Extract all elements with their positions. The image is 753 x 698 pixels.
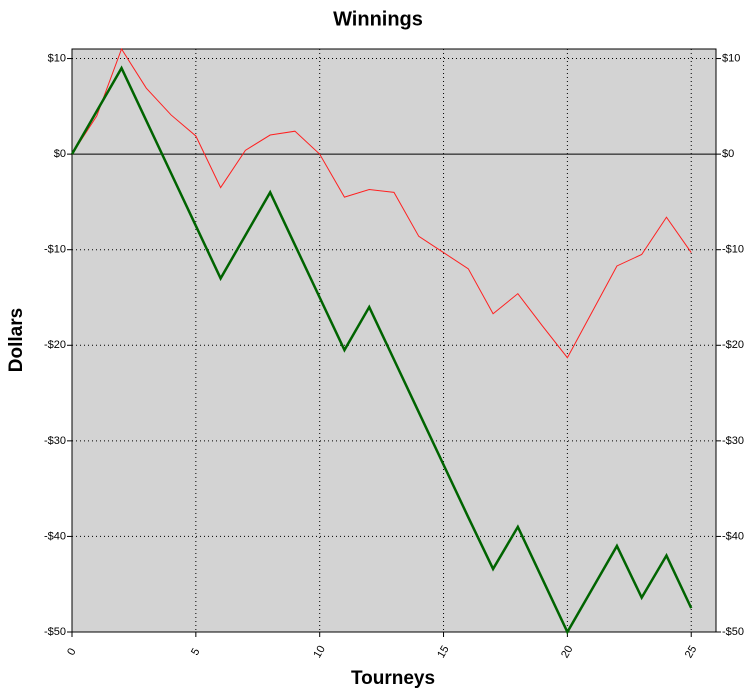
y-tick-label: -$30 [44,435,66,447]
x-tick-label: 20 [559,644,576,661]
series-line [71,47,692,359]
y2-tick-label: -$50 [722,626,744,638]
series-line [70,65,693,635]
x-tick-label: 15 [435,644,452,661]
y-tick-label: -$50 [44,626,66,638]
y2-tick-label: -$10 [722,244,744,256]
y-tick-label: $0 [54,148,66,160]
x-axis-title: Tourneys [351,668,435,689]
x-tick-label: 0 [65,646,78,657]
y2-tick-label: -$20 [722,339,744,351]
y-tick-label: -$20 [44,339,66,351]
y-tick-label: $10 [48,52,66,64]
y2-tick-label: -$30 [722,435,744,447]
y2-tick-label: $10 [722,52,740,64]
x-tick-label: 5 [189,646,202,657]
y2-tick-label: $0 [722,148,734,160]
chart-title: Winnings [333,8,423,30]
y-axis-title: Dollars [6,308,27,372]
y-tick-label: -$10 [44,244,66,256]
x-tick-label: 10 [311,644,328,661]
y-tick-label: -$40 [44,530,66,542]
plot-area [71,48,717,633]
y2-tick-label: -$40 [722,530,744,542]
x-tick-label: 25 [683,644,700,661]
